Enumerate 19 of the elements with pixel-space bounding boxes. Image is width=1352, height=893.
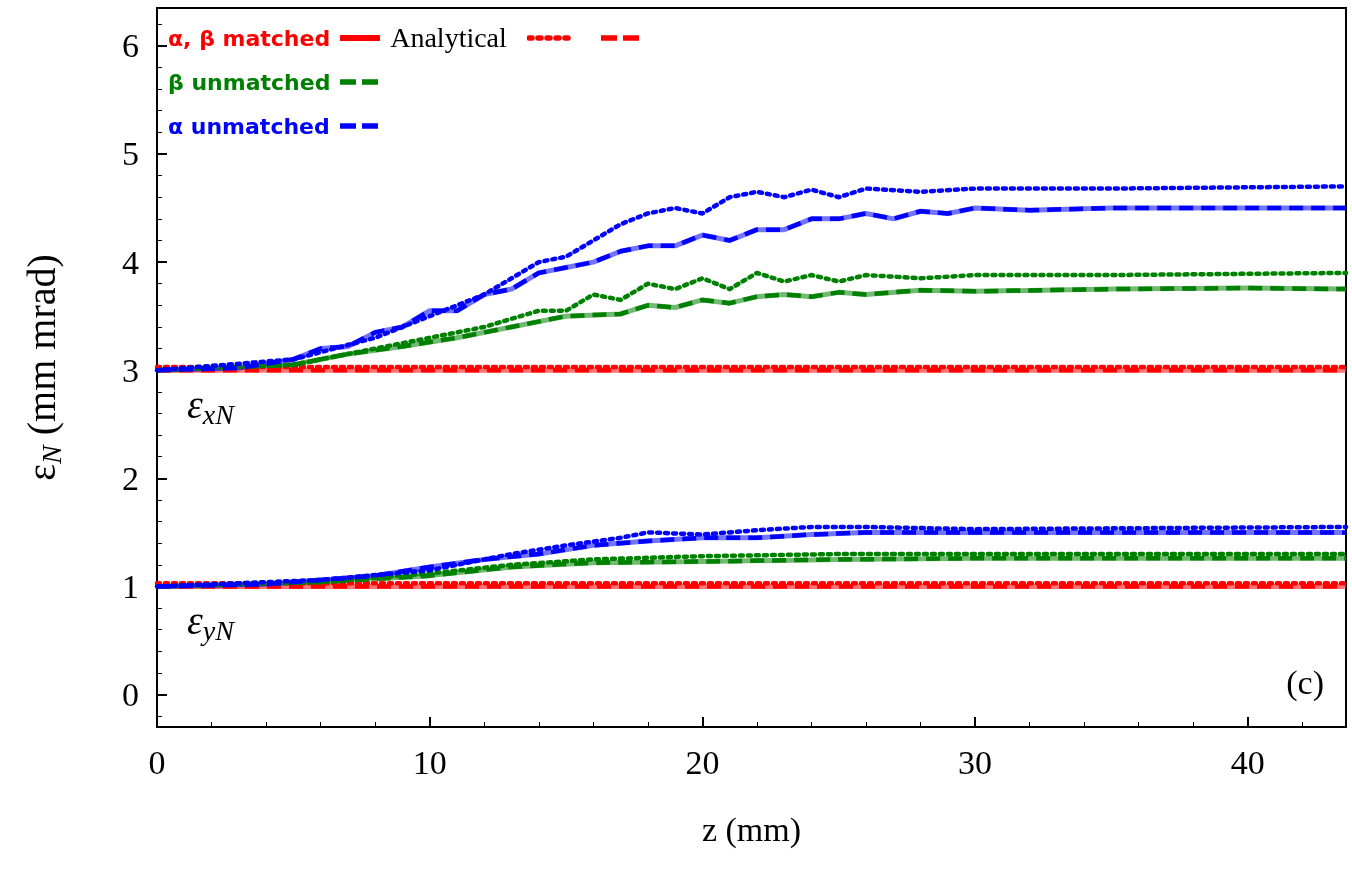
- annotation: α unmatched: [168, 113, 330, 139]
- y-axis-title: εN (mm mrad): [18, 254, 67, 481]
- y-tick-label: 5: [122, 135, 139, 173]
- y-tick-label: 3: [122, 351, 139, 389]
- y-tick-label: 2: [122, 459, 139, 497]
- y-tick-label: 0: [122, 676, 139, 714]
- x-axis-title: z (mm): [701, 810, 802, 849]
- y-tick-label: 1: [122, 567, 139, 605]
- annotation: (c): [1286, 663, 1325, 702]
- y-tick-label: 4: [122, 243, 139, 281]
- x-tick-label: 20: [685, 743, 720, 781]
- annotation: α, β matched: [168, 25, 331, 51]
- x-tick-label: 10: [412, 743, 447, 781]
- y-tick-label: 6: [122, 27, 139, 65]
- x-tick-label: 40: [1230, 743, 1265, 781]
- annotation: Analytical: [390, 22, 507, 54]
- x-tick-label: 0: [148, 743, 166, 781]
- x-tick-label: 30: [958, 743, 993, 781]
- annotation: β unmatched: [168, 69, 331, 95]
